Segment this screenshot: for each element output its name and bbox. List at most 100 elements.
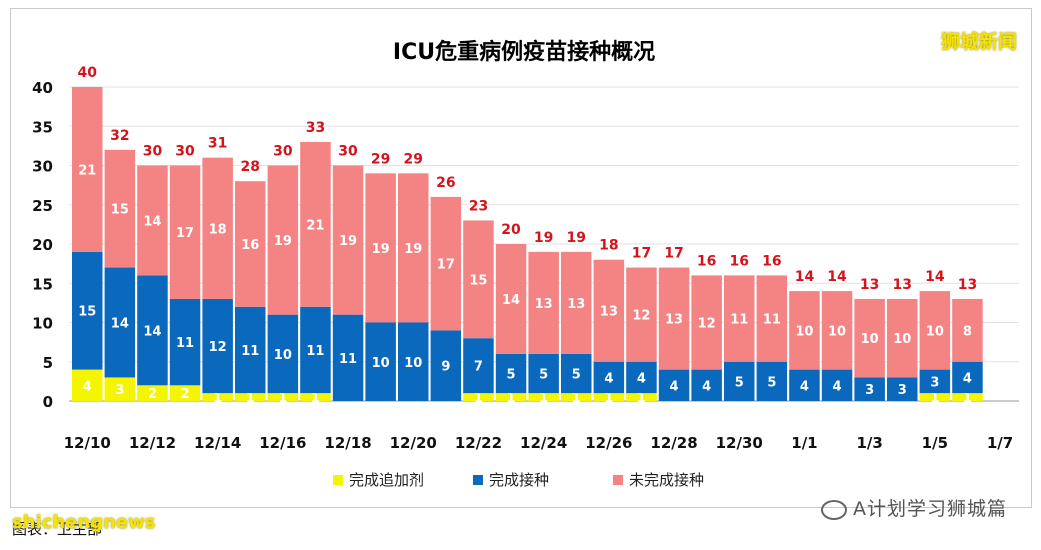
x-tick-label: 1/7 — [987, 434, 1013, 452]
bar-value-label: 17 — [176, 226, 194, 241]
bar-value-label: 5 — [735, 375, 744, 390]
bar-segment — [593, 361, 625, 394]
bar-total-label: 16 — [730, 253, 749, 269]
y-tick-label: 15 — [32, 275, 53, 293]
bar-segment — [169, 385, 201, 401]
bar-value-label: 9 — [441, 360, 450, 375]
bar-value-label: 19 — [372, 242, 390, 257]
y-tick-label: 25 — [32, 197, 53, 215]
bar-segment — [398, 322, 429, 401]
bar-segment — [658, 267, 690, 370]
bar-segment — [430, 330, 462, 401]
bar-total-label: 23 — [469, 198, 488, 214]
source-credit: 图表：卫生部 shichengnews — [12, 512, 155, 539]
y-tick-label: 40 — [32, 79, 53, 97]
bar-total-label: 33 — [306, 120, 325, 136]
bar-value-label: 19 — [339, 234, 357, 249]
x-tick-label: 12/22 — [455, 434, 502, 452]
bar-value-label: 13 — [567, 297, 585, 312]
bar-value-label: 1 — [507, 391, 516, 406]
bar-value-label: 4 — [963, 371, 972, 386]
bar-segment — [626, 393, 657, 401]
bar-segment — [235, 306, 266, 394]
bar-segment — [952, 361, 983, 394]
bar-segment — [137, 385, 168, 401]
bar-value-label: 12 — [698, 317, 716, 332]
bar-value-label: 10 — [274, 348, 292, 363]
bar-segment — [789, 291, 820, 370]
bar-value-label: 11 — [176, 336, 194, 351]
bar-value-label: 1 — [572, 391, 581, 406]
bar-segment — [202, 157, 233, 299]
y-tick-label: 10 — [32, 315, 53, 333]
x-tick-label: 12/12 — [129, 434, 176, 452]
bar-segment — [528, 251, 559, 354]
bar-value-label: 18 — [209, 222, 227, 237]
bar-segment — [561, 251, 592, 354]
bar-value-label: 1 — [311, 391, 320, 406]
bar-total-label: 30 — [175, 144, 195, 160]
y-tick-label: 20 — [32, 236, 53, 254]
bar-value-label: 13 — [600, 305, 618, 320]
bar-value-label: 21 — [78, 163, 96, 178]
bar-value-label: 11 — [730, 313, 748, 328]
bar-segment — [495, 353, 527, 394]
bar-value-label: 11 — [339, 352, 357, 367]
bar-value-label: 10 — [861, 332, 879, 347]
bar-value-label: 2 — [181, 387, 190, 402]
bar-total-label: 16 — [762, 253, 781, 269]
bar-total-label: 19 — [567, 230, 586, 246]
bar-segment — [593, 259, 625, 362]
bar-value-label: 5 — [539, 368, 548, 383]
bar-value-label: 19 — [404, 242, 422, 257]
bar-value-label: 4 — [83, 379, 92, 394]
x-tick-label: 1/1 — [791, 434, 817, 452]
bar-value-label: 4 — [833, 379, 842, 394]
x-tick-label: 12/28 — [650, 434, 697, 452]
bar-segment — [267, 393, 299, 401]
bar-segment — [887, 377, 918, 401]
bar-segment — [72, 251, 103, 370]
bar-total-label: 29 — [371, 151, 390, 167]
bar-segment — [104, 377, 136, 401]
bar-value-label: 10 — [893, 332, 911, 347]
bar-segment — [626, 361, 657, 394]
bar-value-label: 16 — [241, 238, 259, 253]
bar-segment — [332, 314, 364, 401]
x-tick-label: 1/3 — [856, 434, 882, 452]
bar-segment — [756, 361, 788, 401]
x-tick-label: 12/20 — [390, 434, 437, 452]
bar-total-label: 13 — [893, 277, 912, 293]
bar-segment — [495, 393, 527, 401]
chart-frame: ICU危重病例疫苗接种概况 0 5 10 15 20 25 30 35 40 4 15 21 40 3 14 1… — [10, 8, 1032, 508]
bar-value-label: 1 — [246, 391, 255, 406]
y-tick-label: 0 — [43, 393, 53, 411]
bar-segment — [593, 393, 625, 401]
bar-total-label: 30 — [338, 144, 358, 160]
bar-segment — [430, 196, 462, 331]
bar-value-label: 2 — [148, 387, 157, 402]
bar-segment — [821, 369, 853, 401]
bar-segment — [300, 306, 331, 394]
bar-value-label: 4 — [702, 379, 711, 394]
bar-total-label: 20 — [501, 222, 521, 238]
bar-value-label: 14 — [502, 293, 520, 308]
wechat-icon — [821, 499, 847, 520]
legend-swatch — [333, 475, 343, 485]
source-label: 图表：卫生部 — [12, 520, 103, 538]
y-tick-label: 30 — [32, 158, 53, 176]
bar-value-label: 4 — [800, 379, 809, 394]
x-tick-label: 12/14 — [194, 434, 241, 452]
bar-value-label: 1 — [637, 391, 646, 406]
bar-segment — [463, 338, 494, 394]
bar-value-label: 10 — [795, 324, 813, 339]
bar-value-label: 8 — [963, 324, 972, 339]
x-tick-label: 12/30 — [716, 434, 763, 452]
bar-segment — [235, 181, 266, 307]
bar-segment — [756, 275, 788, 362]
y-tick-label: 35 — [32, 118, 53, 136]
bar-segment — [398, 173, 429, 323]
bar-value-label: 10 — [926, 324, 944, 339]
bar-value-label: 1 — [278, 391, 287, 406]
bar-segment — [528, 353, 559, 394]
